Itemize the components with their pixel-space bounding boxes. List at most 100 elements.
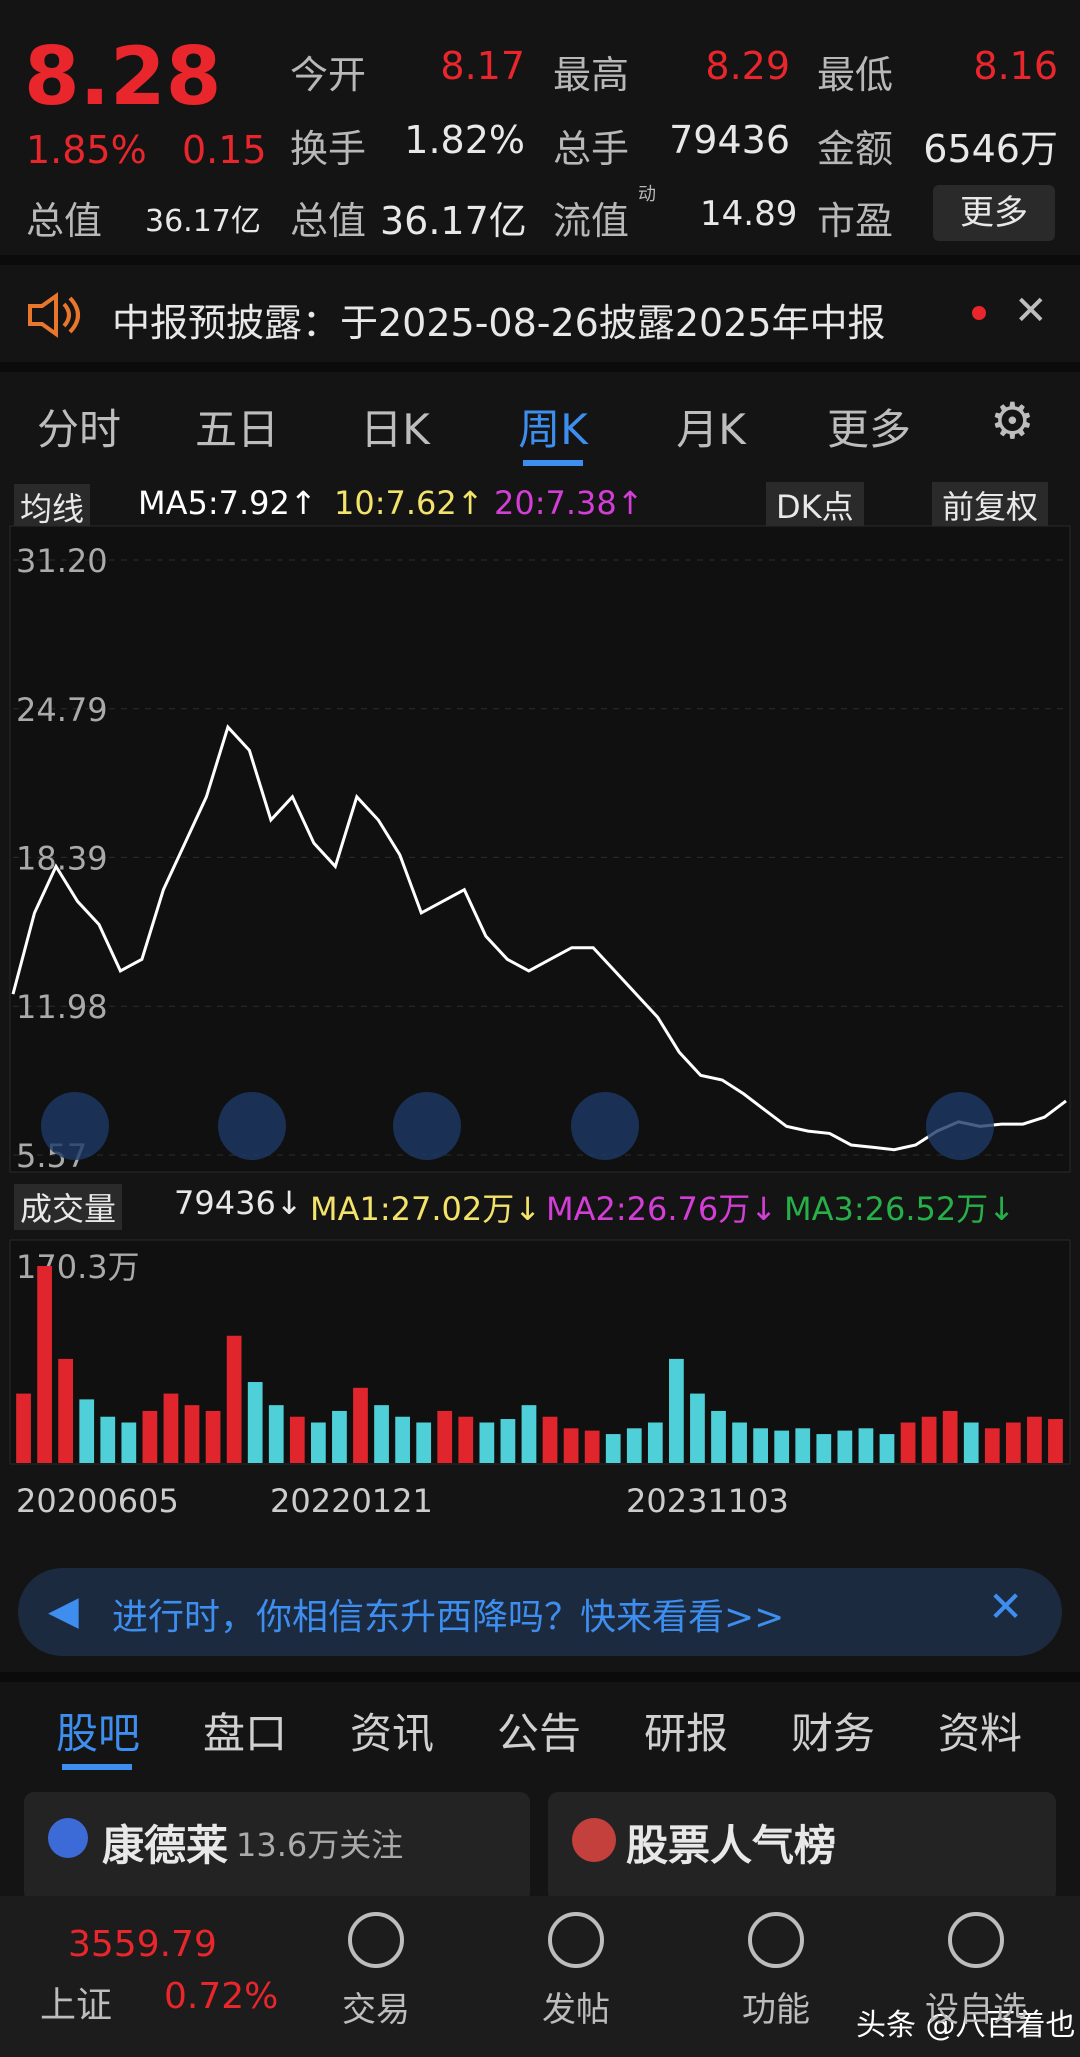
card[interactable] <box>24 1792 530 1902</box>
stat-label: 最低 <box>817 53 894 97</box>
volume-selector[interactable]: 成交量 <box>14 1184 123 1230</box>
volume-bar <box>310 1422 326 1463</box>
volume-bar <box>500 1419 516 1463</box>
change-pct: 1.85% <box>26 128 147 172</box>
stat-label: 总值 <box>290 199 367 243</box>
tab[interactable]: 五日 <box>194 405 279 454</box>
vol-ma2: MA2:26.76万↓ <box>546 1190 778 1228</box>
volume-bar <box>774 1430 790 1463</box>
nav-item[interactable]: 功能 <box>742 1990 810 2030</box>
y-tick-label: 24.79 <box>16 691 108 729</box>
y-tick-label: 170.3万 <box>16 1248 140 1286</box>
tab[interactable]: 更多 <box>826 405 911 454</box>
volume-bar <box>942 1410 958 1463</box>
volume-bar <box>816 1434 832 1463</box>
ad-banner[interactable] <box>18 1568 1062 1656</box>
volume-bar <box>458 1416 474 1463</box>
stat-value: 8.16 <box>973 44 1058 88</box>
stat-label: 市盈 <box>817 199 894 243</box>
index-value: 3559.79 <box>68 1924 217 1965</box>
volume-bar <box>753 1428 769 1463</box>
tab[interactable]: 资料 <box>937 1709 1022 1758</box>
card-sub: 13.6万关注 <box>236 1826 404 1864</box>
ma5: MA5:7.92↑ <box>138 484 317 522</box>
tab[interactable]: 盘口 <box>202 1709 287 1758</box>
tab[interactable]: 月K <box>676 405 746 454</box>
dot <box>972 306 986 320</box>
watermark: 头条 @八百着也 <box>856 2008 1076 2043</box>
dk-button[interactable]: DK点 <box>766 482 864 528</box>
ad-text[interactable]: 进行时，你相信东升西降吗？快来看看>> <box>112 1597 785 1638</box>
nav-icon <box>948 1912 1004 1968</box>
tab[interactable]: 资讯 <box>349 1709 434 1758</box>
stat-label: 最高 <box>553 53 630 97</box>
volume-bar <box>626 1428 642 1463</box>
card-icon <box>572 1818 616 1862</box>
volume-bar <box>479 1422 495 1463</box>
card[interactable] <box>548 1792 1056 1902</box>
settings-icon[interactable]: ⚙ <box>990 392 1035 450</box>
stat-label: 流值 <box>553 199 630 243</box>
volume-bar <box>1005 1422 1021 1463</box>
volume-bar <box>563 1428 579 1463</box>
volume-bar <box>984 1428 1000 1463</box>
volume-bar <box>205 1410 221 1463</box>
index-pct: 0.72% <box>164 1976 279 2017</box>
stat-label: 金额 <box>817 127 894 171</box>
stat-value: 36.17亿 <box>380 199 527 243</box>
tab[interactable]: 财务 <box>790 1709 875 1758</box>
nav-item[interactable]: 设自选 <box>925 1990 1027 2030</box>
nav-icon <box>348 1912 404 1968</box>
stat-value: 8.29 <box>705 44 790 88</box>
separator <box>0 255 1080 265</box>
volume-bar <box>58 1358 74 1463</box>
bottom-nav <box>0 1896 1080 2057</box>
tab-underline <box>523 460 583 466</box>
nav-item[interactable]: 交易 <box>342 1990 410 2030</box>
change: 0.15 <box>182 128 267 172</box>
separator <box>0 1672 1080 1682</box>
adjust-button[interactable]: 前复权 <box>932 482 1049 528</box>
nav-item[interactable]: 发帖 <box>542 1990 610 2030</box>
volume-bar <box>711 1410 726 1463</box>
volume-bar <box>542 1416 558 1463</box>
close-button[interactable]: ✕ <box>1014 288 1048 334</box>
tab[interactable]: 研报 <box>643 1709 728 1758</box>
volume-bar <box>732 1422 747 1463</box>
tab[interactable]: 周K <box>518 405 588 454</box>
tab[interactable]: 分时 <box>36 405 121 454</box>
stat-label: 总手 <box>553 127 630 171</box>
stat-value: 8.17 <box>440 44 525 88</box>
volume-bar <box>332 1410 347 1463</box>
volume-bar <box>437 1410 453 1463</box>
volume-bar <box>647 1422 663 1463</box>
volume-bar <box>690 1393 705 1463</box>
tab[interactable]: 公告 <box>496 1709 581 1758</box>
ad-icon: ◀ <box>48 1588 79 1634</box>
more-button[interactable]: 更多 <box>933 185 1055 241</box>
volume-bar <box>1048 1419 1063 1463</box>
nav-icon <box>548 1912 604 1968</box>
ma20: 20:7.38↑ <box>494 484 644 522</box>
stat-value: 14.89 <box>700 194 798 234</box>
volume-bar <box>184 1405 200 1463</box>
x-tick-label: 20231103 <box>626 1482 789 1520</box>
chart-button <box>218 1092 286 1160</box>
ad-close[interactable]: ✕ <box>988 1582 1024 1631</box>
volume-bar <box>16 1393 31 1463</box>
volume-bar <box>163 1393 179 1463</box>
notice[interactable]: 中报预披露：于2025-08-26披露2025年中报 <box>112 301 886 345</box>
volume-bar <box>79 1399 95 1463</box>
tab[interactable]: 股吧 <box>55 1709 140 1758</box>
pe-tag: 动 <box>638 184 656 205</box>
ma-selector[interactable]: 均线 <box>14 484 91 530</box>
volume-bar <box>605 1434 621 1463</box>
volume: 79436↓ <box>174 1184 303 1222</box>
volume-bar <box>37 1266 52 1463</box>
y-tick-label: 11.98 <box>16 988 108 1026</box>
volume-bar <box>100 1416 116 1463</box>
tab[interactable]: 日K <box>360 405 430 454</box>
y-tick-label: 31.20 <box>16 542 108 580</box>
